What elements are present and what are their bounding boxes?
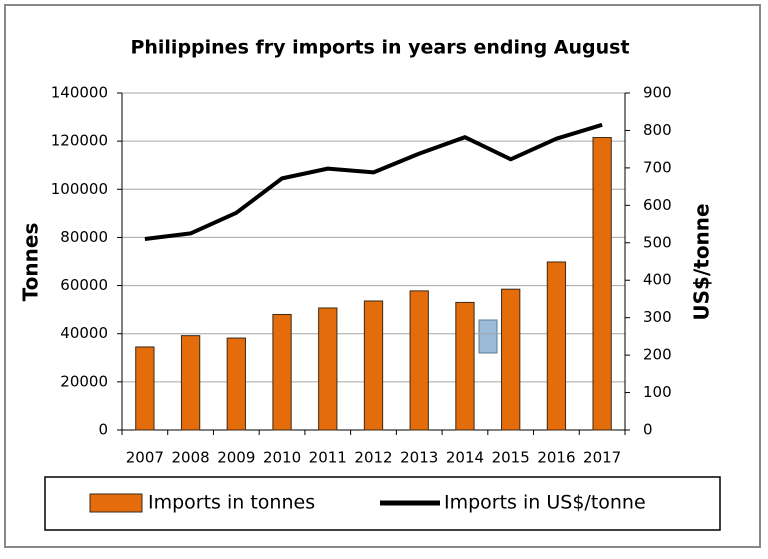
x-tick-label: 2014: [446, 449, 484, 467]
x-tick-label: 2012: [354, 449, 392, 467]
bar: [546, 261, 567, 431]
y2-tick-label: 900: [643, 84, 672, 102]
x-tick-label: 2007: [126, 449, 164, 467]
y-tick-label: 0: [98, 421, 108, 439]
x-tick-label: 2010: [263, 449, 301, 467]
y-axis-label: Tonnes: [19, 223, 43, 302]
legend-swatch: [89, 493, 143, 513]
y2-tick-label: 800: [643, 121, 672, 139]
x-tick-label: 2009: [217, 449, 255, 467]
x-tick-label: 2015: [492, 449, 530, 467]
x-tick-label: 2008: [171, 449, 209, 467]
y-tick-label: 80000: [60, 228, 108, 246]
bar: [272, 313, 292, 431]
legend-label: Imports in tonnes: [148, 492, 315, 514]
y-tick-label: 140000: [51, 84, 108, 102]
x-tick-label: 2013: [400, 449, 438, 467]
x-tick-label: 2017: [583, 449, 621, 467]
y2-tick-label: 400: [643, 271, 672, 289]
bar: [409, 290, 429, 431]
legend-label: Imports in US$/tonne: [444, 492, 646, 514]
bar: [363, 300, 384, 431]
bar: [501, 288, 521, 431]
bar: [455, 301, 475, 431]
y2-axis-label: US$/tonne: [690, 203, 714, 320]
y2-tick-label: 100: [643, 383, 672, 401]
y2-tick-label: 500: [643, 233, 672, 251]
y-tick-label: 40000: [60, 324, 108, 342]
y2-tick-label: 300: [643, 308, 672, 326]
chart-border: [4, 4, 761, 548]
bar: [592, 137, 612, 431]
bar: [318, 307, 338, 431]
y2-tick-label: 700: [643, 158, 672, 176]
y2-tick-label: 200: [643, 346, 672, 364]
stray-shape: [478, 319, 498, 354]
x-tick-label: 2011: [309, 449, 347, 467]
y-tick-label: 60000: [60, 276, 108, 294]
x-tick-label: 2016: [537, 449, 575, 467]
y-tick-label: 120000: [51, 132, 108, 150]
bar: [226, 337, 246, 431]
y2-tick-label: 600: [643, 196, 672, 214]
chart-title: Philippines fry imports in years ending …: [130, 37, 629, 59]
bar: [135, 346, 155, 431]
bar: [180, 335, 201, 431]
y-tick-label: 100000: [51, 180, 108, 198]
y2-tick-label: 0: [643, 421, 653, 439]
legend-box: [44, 476, 721, 531]
line: [144, 122, 603, 242]
y-tick-label: 20000: [60, 372, 108, 390]
